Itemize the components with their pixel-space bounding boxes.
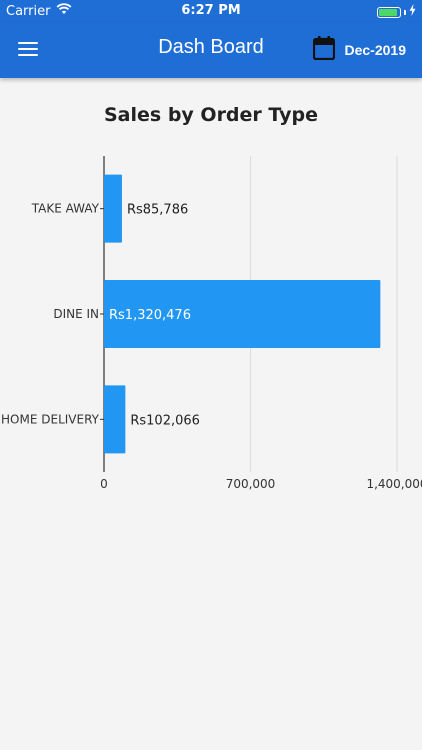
calendar-icon [312, 36, 335, 64]
data-label: Rs1,320,476 [109, 308, 191, 323]
status-left: Carrier [6, 3, 72, 19]
data-label: Rs102,066 [130, 413, 200, 428]
category-label: HOME DELIVERY [1, 412, 100, 426]
chart-svg: 0 700,000 1,400,000 TAKE AWAY Rs85,786 DINE I… [1, 156, 422, 491]
category-label: DINE IN [53, 307, 99, 321]
x-tick-label: 0 [100, 477, 108, 491]
menu-button[interactable] [18, 40, 40, 58]
charging-icon [409, 4, 416, 20]
menu-icon-line [18, 42, 38, 44]
status-bar: Carrier 6:27 PM [0, 0, 422, 22]
carrier-label: Carrier [6, 3, 51, 19]
chart-title: Sales by Order Type [103, 104, 318, 126]
data-label: Rs85,786 [127, 203, 188, 218]
category-label: TAKE AWAY [31, 202, 100, 216]
battery-icon [377, 6, 401, 18]
battery-fill [379, 8, 397, 16]
x-tick-label: 1,400,000 [366, 477, 422, 491]
x-tick-label: 700,000 [226, 477, 276, 491]
menu-icon-line [18, 48, 38, 50]
menu-icon-line [18, 54, 38, 56]
battery-cap [404, 9, 406, 15]
sales-chart: 0 700,000 1,400,000 TAKE AWAY Rs85,786 DINE I… [0, 78, 422, 518]
status-time: 6:27 PM [181, 3, 241, 18]
status-right [377, 4, 416, 20]
bar [104, 174, 122, 243]
date-label: Dec-2019 [344, 42, 407, 58]
date-picker-button[interactable]: Dec-2019 [312, 36, 407, 64]
bar [104, 280, 381, 348]
wifi-icon [56, 3, 72, 19]
bar [104, 385, 126, 454]
app-bar: Dash Board Dec-2019 [0, 22, 422, 78]
